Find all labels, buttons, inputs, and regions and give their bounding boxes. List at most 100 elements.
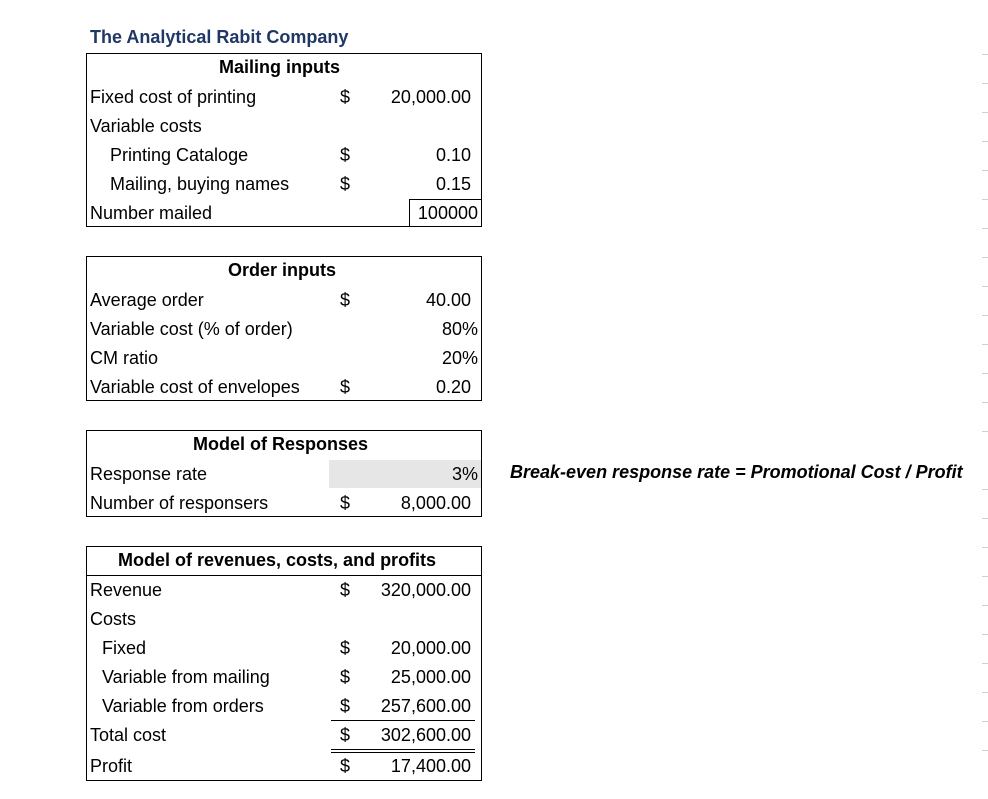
gridline-tick xyxy=(982,286,988,287)
row-value: 0.10 xyxy=(435,145,471,165)
row-value: 17,400.00 xyxy=(390,756,471,776)
currency-symbol: $ xyxy=(340,725,351,745)
row-value: 320,000.00 xyxy=(380,580,471,600)
model-responses-title: Model of Responses xyxy=(193,434,369,454)
gridline-tick xyxy=(982,344,988,345)
number-responsers-row[interactable]: Number of responsers $ 8,000.00 xyxy=(86,489,482,518)
gridline-tick xyxy=(982,402,988,403)
gridline-tick xyxy=(982,518,988,519)
row-label: Printing Cataloge xyxy=(110,145,249,165)
break-even-note: Break-even response rate = Promotional C… xyxy=(510,462,963,482)
costs-row[interactable]: Costs xyxy=(86,605,482,634)
row-label: Variable costs xyxy=(90,116,202,136)
row-value: 0.15 xyxy=(435,174,471,194)
gridline-tick xyxy=(982,170,988,171)
company-title: The Analytical Rabit Company xyxy=(90,27,349,47)
variable-from-mailing-row[interactable]: Variable from mailing $ 25,000.00 xyxy=(86,663,482,692)
number-mailed-row[interactable]: Number mailed 100000 xyxy=(86,199,482,228)
subtotal-underline xyxy=(331,720,475,721)
variable-from-orders-row[interactable]: Variable from orders $ 257,600.00 xyxy=(86,692,482,721)
row-label: Profit xyxy=(90,756,133,776)
order-inputs-title: Order inputs xyxy=(228,260,337,280)
model-revenues-title: Model of revenues, costs, and profits xyxy=(118,550,437,570)
gridline-tick xyxy=(982,634,988,635)
row-label: Fixed cost of printing xyxy=(90,87,257,107)
mailing-buying-names-row[interactable]: Mailing, buying names $ 0.15 xyxy=(86,170,482,199)
gridline-tick xyxy=(982,83,988,84)
gridline-tick xyxy=(982,141,988,142)
variable-cost-envelopes-row[interactable]: Variable cost of envelopes $ 0.20 xyxy=(86,373,482,402)
row-label: Average order xyxy=(90,290,204,310)
currency-symbol: $ xyxy=(340,493,351,513)
gridline-tick xyxy=(982,489,988,490)
fixed-row[interactable]: Fixed $ 20,000.00 xyxy=(86,634,482,663)
gridline-tick xyxy=(982,721,988,722)
row-label: Total cost xyxy=(90,725,167,745)
row-value: 8,000.00 xyxy=(400,493,471,513)
row-value: 40.00 xyxy=(425,290,471,310)
currency-symbol: $ xyxy=(340,638,351,658)
gridline-tick xyxy=(982,54,988,55)
gridline-tick xyxy=(982,228,988,229)
row-value: 20% xyxy=(441,348,478,368)
gridline-tick xyxy=(982,663,988,664)
gridline-tick xyxy=(982,692,988,693)
row-label: Response rate xyxy=(90,464,208,484)
currency-symbol: $ xyxy=(340,696,351,716)
cm-ratio-row[interactable]: CM ratio 20% xyxy=(86,344,482,373)
order-inputs-box xyxy=(86,256,482,401)
currency-symbol: $ xyxy=(340,145,351,165)
row-value: 20,000.00 xyxy=(390,87,471,107)
row-label: Mailing, buying names xyxy=(110,174,290,194)
row-value: 3% xyxy=(451,464,478,484)
average-order-row[interactable]: Average order $ 40.00 xyxy=(86,286,482,315)
response-rate-row[interactable]: Response rate 3% xyxy=(86,460,482,489)
row-label: Variable cost (% of order) xyxy=(90,319,293,339)
revenue-row[interactable]: Revenue $ 320,000.00 xyxy=(86,576,482,605)
row-value: 257,600.00 xyxy=(380,696,471,716)
row-label: Number of responsers xyxy=(90,493,269,513)
row-value: 100000 xyxy=(417,203,478,223)
total-cost-row[interactable]: Total cost $ 302,600.00 xyxy=(86,721,482,750)
variable-cost-pct-row[interactable]: Variable cost (% of order) 80% xyxy=(86,315,482,344)
fixed-cost-printing-row[interactable]: Fixed cost of printing $ 20,000.00 xyxy=(86,83,482,112)
currency-symbol: $ xyxy=(340,174,351,194)
gridline-tick xyxy=(982,605,988,606)
mailing-inputs-box xyxy=(86,53,482,227)
total-underline-1 xyxy=(331,749,475,750)
row-value: 20,000.00 xyxy=(390,638,471,658)
variable-costs-row[interactable]: Variable costs xyxy=(86,112,482,141)
model-responses-box xyxy=(86,430,482,517)
row-label: Number mailed xyxy=(90,203,213,223)
model-revenues-box xyxy=(86,546,482,781)
gridline-tick xyxy=(982,547,988,548)
mailing-inputs-title: Mailing inputs xyxy=(219,57,340,77)
gridline-tick xyxy=(982,750,988,751)
row-value: 0.20 xyxy=(435,377,471,397)
printing-catalog-row[interactable]: Printing Cataloge $ 0.10 xyxy=(86,141,482,170)
currency-symbol: $ xyxy=(340,756,351,776)
currency-symbol: $ xyxy=(340,377,351,397)
total-underline-2 xyxy=(331,752,475,753)
gridline-tick xyxy=(982,315,988,316)
gridline-tick xyxy=(982,576,988,577)
row-label: Variable from mailing xyxy=(102,667,270,687)
response-rate-input-cell[interactable] xyxy=(329,460,481,488)
currency-symbol: $ xyxy=(340,87,351,107)
gridline-tick xyxy=(982,431,988,432)
row-value: 80% xyxy=(441,319,478,339)
currency-symbol: $ xyxy=(340,290,351,310)
gridline-tick xyxy=(982,373,988,374)
row-label: Costs xyxy=(90,609,137,629)
row-label: Variable from orders xyxy=(102,696,264,716)
row-label: Fixed xyxy=(102,638,147,658)
gridline-tick xyxy=(982,257,988,258)
row-label: Revenue xyxy=(90,580,163,600)
profit-row[interactable]: Profit $ 17,400.00 xyxy=(86,752,482,781)
row-label: CM ratio xyxy=(90,348,159,368)
model-title-underline xyxy=(86,575,482,576)
gridline-tick xyxy=(982,112,988,113)
currency-symbol: $ xyxy=(340,667,351,687)
row-label: Variable cost of envelopes xyxy=(90,377,300,397)
row-value: 25,000.00 xyxy=(390,667,471,687)
